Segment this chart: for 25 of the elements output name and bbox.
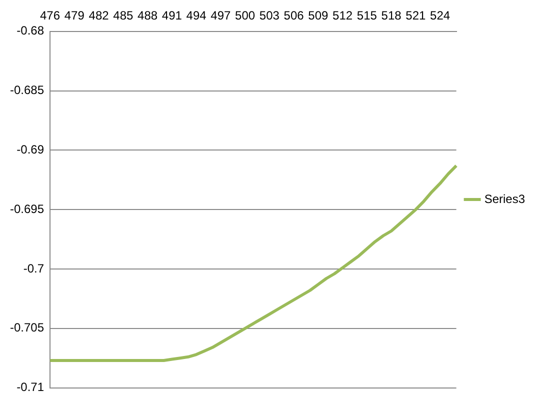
x-tick-label: 476 bbox=[40, 8, 60, 23]
legend-label: Series3 bbox=[484, 192, 526, 206]
x-tick-label: 497 bbox=[210, 8, 231, 23]
x-tick-label: 479 bbox=[64, 8, 85, 23]
x-tick-label: 518 bbox=[381, 8, 402, 23]
x-tick-label: 521 bbox=[406, 8, 426, 23]
x-tick-label: 482 bbox=[88, 8, 110, 23]
x-tick-label: 500 bbox=[235, 8, 256, 23]
x-tick-label: 491 bbox=[162, 8, 182, 23]
y-tick-label: -0.685 bbox=[10, 83, 44, 98]
x-tick-label: 506 bbox=[284, 8, 304, 23]
y-tick-label: -0.7 bbox=[23, 261, 44, 276]
y-tick-label: -0.71 bbox=[16, 380, 44, 394]
x-tick-label: 524 bbox=[430, 8, 450, 23]
x-tick-label: 485 bbox=[113, 8, 134, 23]
x-tick-label: 509 bbox=[308, 8, 329, 23]
y-tick-label: -0.695 bbox=[10, 202, 44, 216]
y-tick-label: -0.68 bbox=[16, 24, 44, 38]
x-tick-label: 515 bbox=[356, 8, 378, 23]
x-tick-label: 494 bbox=[186, 8, 207, 23]
x-tick-label: 488 bbox=[138, 8, 158, 23]
y-tick-label: -0.705 bbox=[10, 320, 44, 335]
x-tick-label: 512 bbox=[332, 8, 353, 23]
y-tick-label: -0.69 bbox=[16, 142, 44, 157]
x-tick-label: 503 bbox=[259, 8, 280, 23]
